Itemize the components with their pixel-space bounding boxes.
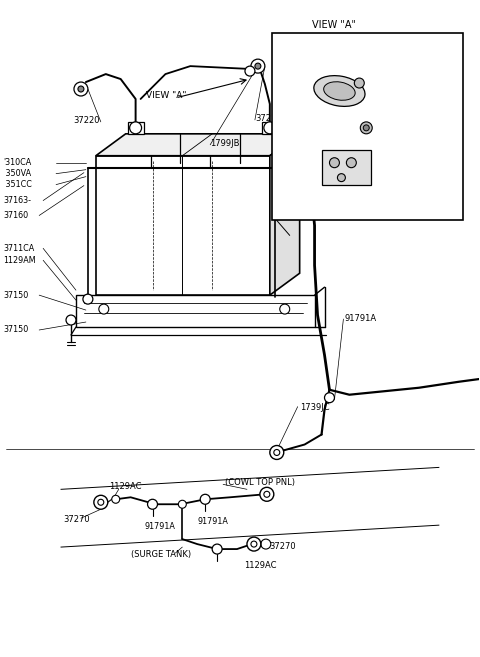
Text: 37220: 37220 (73, 116, 99, 125)
Bar (262, 122, 278, 134)
Text: 37160: 37160 (3, 211, 28, 220)
Text: (COWL TOP PNL): (COWL TOP PNL) (225, 478, 295, 487)
Circle shape (147, 499, 157, 509)
Text: 1799JB: 1799JB (210, 139, 240, 148)
Text: 1739JC: 1739JC (300, 403, 329, 412)
Circle shape (74, 82, 88, 96)
Bar (272, 34, 463, 221)
Text: 37255: 37255 (324, 51, 352, 60)
Circle shape (212, 544, 222, 554)
Circle shape (66, 315, 76, 325)
Circle shape (94, 495, 108, 509)
Circle shape (78, 86, 84, 92)
Bar (76, 295, 314, 327)
Circle shape (264, 122, 276, 134)
Text: 37150: 37150 (3, 290, 29, 300)
Circle shape (363, 125, 369, 131)
Circle shape (200, 494, 210, 505)
Circle shape (112, 495, 120, 503)
Circle shape (179, 500, 186, 509)
Circle shape (274, 449, 280, 455)
Circle shape (337, 173, 346, 181)
Circle shape (247, 537, 261, 551)
Text: '310CA: '310CA (3, 158, 32, 167)
Circle shape (98, 499, 104, 505)
Text: 350VA: 350VA (3, 169, 32, 178)
Ellipse shape (324, 81, 355, 101)
Text: -37210A: -37210A (374, 156, 408, 165)
Circle shape (251, 541, 257, 547)
Text: 91791A: 91791A (344, 313, 376, 323)
Text: 1327AC: 1327AC (381, 129, 412, 139)
Text: (SURGE TANK): (SURGE TANK) (131, 549, 191, 558)
Text: 37270: 37270 (269, 541, 296, 551)
Circle shape (260, 487, 274, 501)
Text: 37150: 37150 (3, 325, 29, 334)
Circle shape (245, 66, 255, 76)
Circle shape (354, 78, 364, 88)
Circle shape (270, 445, 284, 459)
Circle shape (347, 158, 356, 168)
Polygon shape (96, 134, 300, 156)
Circle shape (360, 122, 372, 134)
Circle shape (255, 63, 261, 69)
Text: VIEW "A": VIEW "A" (145, 91, 186, 101)
Text: 3711CA: 3711CA (3, 244, 35, 253)
Ellipse shape (314, 76, 365, 106)
Text: 91791A: 91791A (197, 516, 228, 526)
Text: 37210A: 37210A (255, 114, 287, 124)
Text: 1129AM: 1129AM (3, 256, 36, 265)
Circle shape (83, 294, 93, 304)
Bar (96, 156, 270, 295)
Text: 351CC: 351CC (3, 180, 32, 189)
Text: 37250A: 37250A (294, 186, 326, 195)
Circle shape (264, 491, 270, 497)
Circle shape (324, 393, 335, 403)
Polygon shape (270, 134, 300, 295)
Circle shape (99, 304, 109, 314)
Circle shape (280, 304, 290, 314)
Text: 1129AC: 1129AC (244, 562, 276, 570)
Circle shape (251, 59, 265, 73)
Text: 37163-: 37163- (3, 196, 31, 205)
Text: VIEW "A": VIEW "A" (312, 20, 356, 30)
Text: 1129AC: 1129AC (109, 482, 141, 491)
Circle shape (130, 122, 142, 134)
Circle shape (329, 158, 339, 168)
Bar (322, 150, 371, 185)
Bar (128, 122, 144, 134)
Text: 37270: 37270 (63, 514, 90, 524)
Text: 1339CD: 1339CD (381, 118, 413, 127)
Text: 91791A: 91791A (144, 522, 175, 531)
